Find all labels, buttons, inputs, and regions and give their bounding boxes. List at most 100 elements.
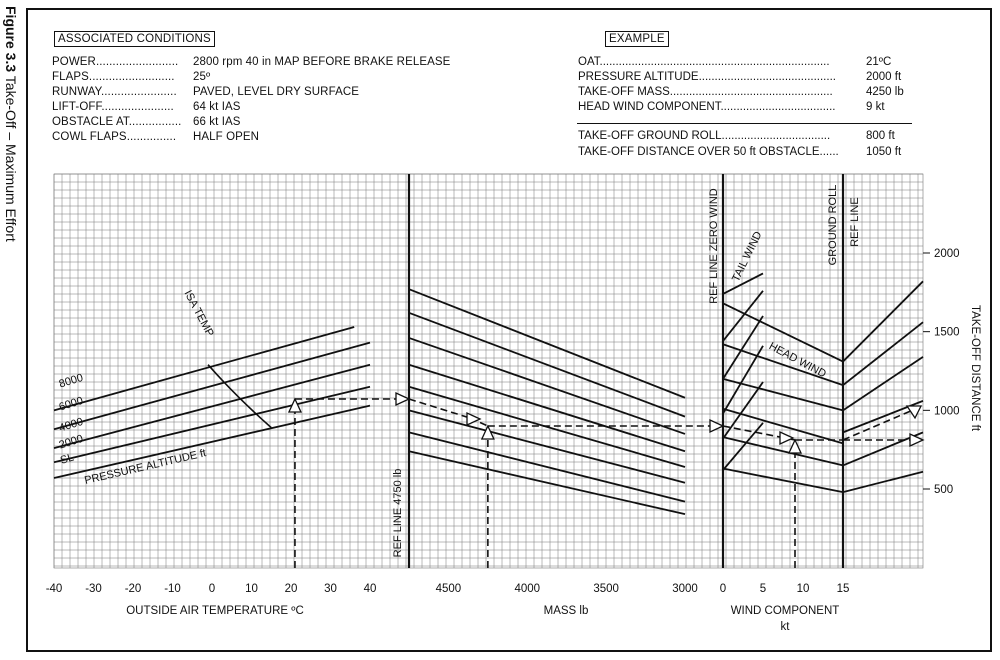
distance-tick-label: 2000 [934, 248, 960, 260]
tailwind-line [722, 345, 764, 414]
chart-grid [53, 173, 923, 568]
mass-guide-line [408, 288, 686, 399]
condition-label: COWL FLAPS............... [52, 131, 177, 143]
example-result-row-label: TAKE-OFF GROUND ROLL....................… [578, 130, 831, 142]
temperature-tick-label: 20 [285, 583, 298, 595]
example-row-label: TAKE-OFF MASS...........................… [578, 86, 833, 98]
condition-row: POWER......................... 2800 rpm 4… [52, 55, 450, 73]
pressure-altitude-series-label: 6000 [58, 395, 85, 414]
temperature-tick-label: -40 [46, 583, 63, 595]
temperature-tick-label: -10 [164, 583, 181, 595]
example-row-label: HEAD WIND COMPONENT.....................… [578, 101, 836, 113]
wind-tick-label: 10 [797, 583, 810, 595]
mass-guide-line [408, 431, 686, 503]
condition-row: RUNWAY....................... PAVED, LEVE… [52, 85, 359, 103]
distance-tick-label: 500 [934, 484, 953, 496]
example-row-value: 21ºC [866, 56, 892, 68]
condition-row: FLAPS.......................... 25º [52, 70, 210, 88]
condition-value: 25º [193, 71, 211, 83]
distance-guide-line [842, 470, 924, 494]
wind-tick-label: 5 [760, 583, 766, 595]
example-arrow-mass [480, 424, 495, 440]
condition-label: FLAPS.......................... [52, 71, 175, 83]
wind-axis-unit: kt [781, 621, 791, 633]
temperature-tick-label: 30 [324, 583, 337, 595]
pressure-altitude-line [53, 326, 355, 412]
temperature-tick-label: -30 [85, 583, 102, 595]
mass-tick-label: 4500 [436, 583, 462, 595]
headwind-line [722, 343, 844, 387]
mass-panel [408, 288, 686, 516]
ground-roll-panel [842, 280, 924, 494]
example-result-row-label: TAKE-OFF DISTANCE OVER 50 ft OBSTACLE...… [578, 146, 839, 158]
headwind-line [722, 302, 844, 363]
condition-value: 2800 rpm 40 in MAP BEFORE BRAKE RELEASE [193, 56, 451, 68]
example-path-segment [722, 425, 781, 438]
temperature-tick-label: -20 [125, 583, 142, 595]
example-row-value: 4250 lb [866, 86, 904, 98]
condition-value: HALF OPEN [193, 131, 260, 143]
mass-guide-line [408, 450, 686, 516]
example-result-row-value: 800 ft [866, 130, 895, 142]
condition-row: COWL FLAPS............... HALF OPEN [52, 130, 259, 148]
mass-guide-line [408, 363, 686, 453]
distance-guide-line [842, 321, 924, 386]
wind-tick-label: 0 [720, 583, 726, 595]
distance-axis-title: TAKE-OFF DISTANCE ft [969, 305, 981, 432]
example-row: OAT.....................................… [578, 55, 891, 73]
condition-label: RUNWAY....................... [52, 86, 177, 98]
condition-value: 66 kt IAS [193, 116, 241, 128]
example-arrow-distance [905, 405, 923, 420]
ground-roll-label: GROUND ROLL [827, 185, 839, 266]
tailwind-line [722, 315, 764, 380]
temperature-tick-label: 40 [364, 583, 377, 595]
example-arrow-wind [787, 438, 803, 454]
tailwind-line [722, 290, 764, 342]
distance-guide-line [842, 356, 924, 412]
example-arrow-wind-slope [779, 430, 795, 446]
condition-label: OBSTACLE AT................ [52, 116, 182, 128]
pressure-altitude-line [53, 341, 371, 431]
pressure-altitude-series-label: 4000 [58, 416, 85, 435]
example-row: HEAD WIND COMPONENT.....................… [578, 100, 885, 118]
pressure-altitude-series-label: 8000 [58, 372, 85, 391]
example-row: PRESSURE ALTITUDE.......................… [578, 70, 901, 88]
condition-value: PAVED, LEVEL DRY SURFACE [193, 86, 360, 98]
tailwind-line [722, 422, 764, 471]
associated-conditions-heading: ASSOCIATED CONDITIONS [54, 31, 215, 47]
example-arrow-ref [395, 391, 411, 407]
isa-temp-curve [207, 364, 272, 429]
headwind-line [722, 467, 844, 494]
example-row-value: 9 kt [866, 101, 885, 113]
tailwind-line [722, 381, 764, 440]
example-row: TAKE-OFF MASS...........................… [578, 85, 904, 103]
example-path-segment [842, 409, 914, 441]
example-path [294, 398, 915, 568]
pressure-altitude-series-label: 2000 [58, 433, 85, 452]
wind-tick-label: 15 [837, 583, 850, 595]
isa-temp-label: ISA TEMP [181, 288, 215, 338]
example-arrow-ground-roll [909, 432, 925, 448]
example-arrow-mass-slope [466, 411, 482, 427]
tailwind-line [722, 272, 764, 295]
headwind-line [722, 407, 844, 445]
example-result-row-value: 1050 ft [866, 146, 902, 158]
mass-guide-line [408, 385, 686, 468]
wind-axis-title: WIND COMPONENT [731, 605, 840, 617]
temperature-axis-title: OUTSIDE AIR TEMPERATURE ºC [126, 605, 304, 617]
example-row-label: OAT.....................................… [578, 56, 830, 68]
condition-label: LIFT-OFF...................... [52, 101, 174, 113]
temperature-tick-label: 0 [209, 583, 215, 595]
temperature-panel [53, 326, 371, 479]
headwind-line [722, 436, 844, 467]
panel-separators [407, 174, 845, 568]
mass-ref-line-label: REF LINE 4750 lb [392, 469, 404, 558]
pressure-altitude-series-label: SL [59, 451, 75, 466]
mass-tick-label: 3500 [593, 583, 619, 595]
distance-tick-label: 1000 [934, 405, 960, 417]
condition-row: OBSTACLE AT................ 66 kt IAS [52, 115, 240, 133]
example-row-label: PRESSURE ALTITUDE.......................… [578, 71, 836, 83]
mass-tick-label: 4000 [514, 583, 540, 595]
pressure-altitude-line [53, 363, 371, 449]
